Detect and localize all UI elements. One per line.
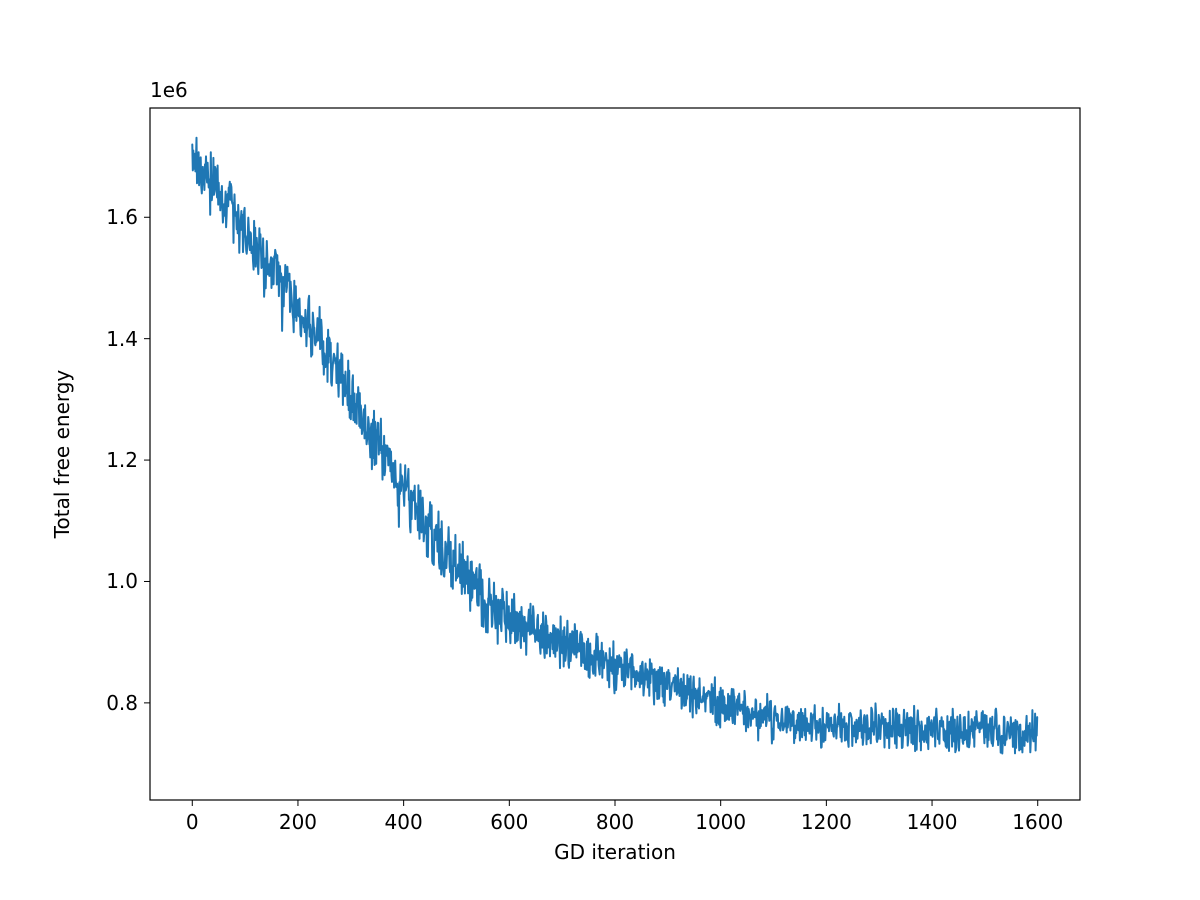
- y-tick-label: 1.0: [106, 569, 138, 593]
- x-tick-label: 200: [279, 810, 317, 834]
- y-axis-label: Total free energy: [50, 370, 74, 539]
- y-tick-label: 1.4: [106, 327, 138, 351]
- x-tick-label: 400: [385, 810, 423, 834]
- plot-svg: [150, 108, 1080, 800]
- y-tick-label: 1.2: [106, 448, 138, 472]
- x-tick-label: 1000: [695, 810, 746, 834]
- x-tick-label: 1200: [801, 810, 852, 834]
- x-tick-label: 0: [186, 810, 199, 834]
- y-tick-label: 1.6: [106, 205, 138, 229]
- x-tick-label: 600: [490, 810, 528, 834]
- y-tick-label: 0.8: [106, 691, 138, 715]
- plot-axes: [150, 108, 1080, 800]
- y-axis-offset-text: 1e6: [150, 78, 188, 102]
- x-axis-label: GD iteration: [554, 840, 676, 864]
- figure: 1e6 GD iteration Total free energy 0 200 4…: [0, 0, 1200, 900]
- x-tick-label: 800: [596, 810, 634, 834]
- x-tick-label: 1400: [907, 810, 958, 834]
- x-tick-label: 1600: [1012, 810, 1063, 834]
